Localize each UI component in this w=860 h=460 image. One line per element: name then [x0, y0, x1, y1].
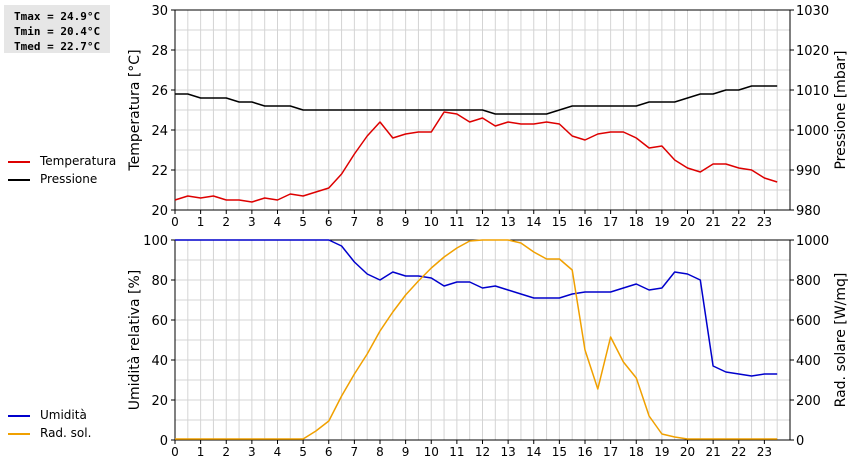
panel2-xtick-label: 18	[629, 445, 644, 459]
legend-humidity-swatch	[8, 415, 30, 417]
panel1-right-axis-label: Pressione [mbar]	[833, 50, 849, 169]
panel2-xtick-label: 12	[475, 445, 490, 459]
panel2-xtick-label: 4	[274, 445, 282, 459]
panel1-xtick-label: 11	[449, 215, 464, 229]
panel1-ytick-label-right: 1000	[796, 124, 829, 139]
panel1-xtick-label: 17	[603, 215, 618, 229]
panel1-xtick-label: 18	[629, 215, 644, 229]
panel2-xtick-label: 11	[449, 445, 464, 459]
panel1-xtick-label: 7	[351, 215, 359, 229]
panel2-xtick-label: 9	[402, 445, 410, 459]
panel2-ytick-label-right: 400	[796, 354, 821, 369]
panel1-xtick-label: 20	[680, 215, 695, 229]
panel2-right-axis-label: Rad. solare [W/mq]	[833, 273, 849, 408]
panel2-ytick-label-right: 600	[796, 314, 821, 329]
panel2-ytick-label-left: 100	[143, 234, 168, 249]
panel2-xtick-label: 23	[757, 445, 772, 459]
legend-radiation-label: Rad. sol.	[40, 426, 92, 440]
panel1-ytick-label-left: 22	[151, 164, 168, 179]
panel1-xtick-label: 12	[475, 215, 490, 229]
panel1-xtick-label: 15	[552, 215, 567, 229]
panel2-xtick-label: 17	[603, 445, 618, 459]
panel1-xtick-label: 4	[274, 215, 282, 229]
panel1-xtick-label: 22	[731, 215, 746, 229]
panel2-xtick-label: 7	[351, 445, 359, 459]
legend-pressure-label: Pressione	[40, 172, 98, 186]
panel1-xtick-label: 10	[424, 215, 439, 229]
panel2-xtick-label: 1	[197, 445, 205, 459]
panel1-ytick-label-left: 28	[151, 44, 168, 59]
panel2-xtick-label: 0	[171, 445, 179, 459]
panel1-ytick-label-right: 1010	[796, 84, 829, 99]
panel2-xtick-label: 15	[552, 445, 567, 459]
legend-humidity-label: Umidità	[40, 408, 87, 422]
panel2-ytick-label-left: 0	[160, 434, 168, 449]
panel1-xtick-label: 14	[526, 215, 541, 229]
panel2-xtick-label: 3	[248, 445, 256, 459]
series-temperatura-line	[174, 111, 778, 203]
panel1-xtick-label: 5	[299, 215, 307, 229]
tmed-label: Tmed = 22.7°C	[14, 40, 101, 53]
series-umidit-line	[175, 239, 778, 377]
panel2-ytick-label-right: 200	[796, 394, 821, 409]
panel1-xtick-label: 16	[577, 215, 592, 229]
panel2-ytick-label-right: 800	[796, 274, 821, 289]
panel1-xtick-label: 6	[325, 215, 333, 229]
panel2-xtick-label: 10	[424, 445, 439, 459]
panel1-xtick-label: 0	[171, 215, 179, 229]
panel1-xtick-label: 8	[376, 215, 384, 229]
panel2-ytick-label-right: 0	[796, 434, 804, 449]
panel1-ytick-label-right: 990	[796, 164, 821, 179]
panel1-xtick-label: 21	[705, 215, 720, 229]
panel2-xtick-label: 13	[500, 445, 515, 459]
panel1-xtick-label: 1	[197, 215, 205, 229]
panel2-ytick-label-left: 80	[151, 274, 168, 289]
panel1-ytick-label-left: 30	[151, 4, 168, 19]
panel1-ytick-label-right: 1020	[796, 44, 829, 59]
panel2-xtick-label: 21	[705, 445, 720, 459]
panel2-xtick-label: 20	[680, 445, 695, 459]
legend-temperature-swatch	[8, 161, 30, 163]
legend-pressure-swatch	[8, 179, 30, 181]
panel2-xtick-label: 5	[299, 445, 307, 459]
panel1-ytick-label-left: 26	[151, 84, 168, 99]
legend-radiation-swatch	[8, 433, 30, 435]
legend-temperature-label: Temperatura	[40, 154, 117, 168]
panel2-xtick-label: 16	[577, 445, 592, 459]
panel1-xtick-label: 9	[402, 215, 410, 229]
stats-box: Tmax = 24.9°C Tmin = 20.4°C Tmed = 22.7°…	[4, 5, 110, 53]
panel2-ytick-label-left: 60	[151, 314, 168, 329]
panel2-xtick-label: 6	[325, 445, 333, 459]
panel2-xtick-label: 8	[376, 445, 384, 459]
panel1-xtick-label: 2	[222, 215, 230, 229]
series-rad-sol-line	[175, 239, 778, 440]
panel1-plot-frame	[174, 9, 791, 211]
panel1-xtick-label: 23	[757, 215, 772, 229]
panel1-ytick-label-left: 24	[151, 124, 168, 139]
panel2-ytick-label-left: 20	[151, 394, 168, 409]
panel2-left-axis-label: Umidità relativa [%]	[127, 270, 143, 411]
panel1-xtick-label: 3	[248, 215, 256, 229]
tmin-label: Tmin = 20.4°C	[14, 25, 101, 38]
tmax-label: Tmax = 24.9°C	[14, 10, 101, 23]
panel1-xtick-label: 19	[654, 215, 669, 229]
panel2-xtick-label: 14	[526, 445, 541, 459]
panel1-ytick-label-right: 1030	[796, 4, 829, 19]
panel2-xtick-label: 19	[654, 445, 669, 459]
panel2-xtick-label: 2	[222, 445, 230, 459]
panel2-ytick-label-right: 1000	[796, 234, 829, 249]
panel1-left-axis-label: Temperatura [°C]	[127, 49, 143, 171]
panel2-ytick-label-left: 40	[151, 354, 168, 369]
panel1-xtick-label: 13	[500, 215, 515, 229]
panel1-ytick-label-left: 20	[151, 204, 168, 219]
panel2-xtick-label: 22	[731, 445, 746, 459]
panel1-ytick-label-right: 980	[796, 204, 821, 219]
series-pressione-line	[175, 85, 778, 115]
